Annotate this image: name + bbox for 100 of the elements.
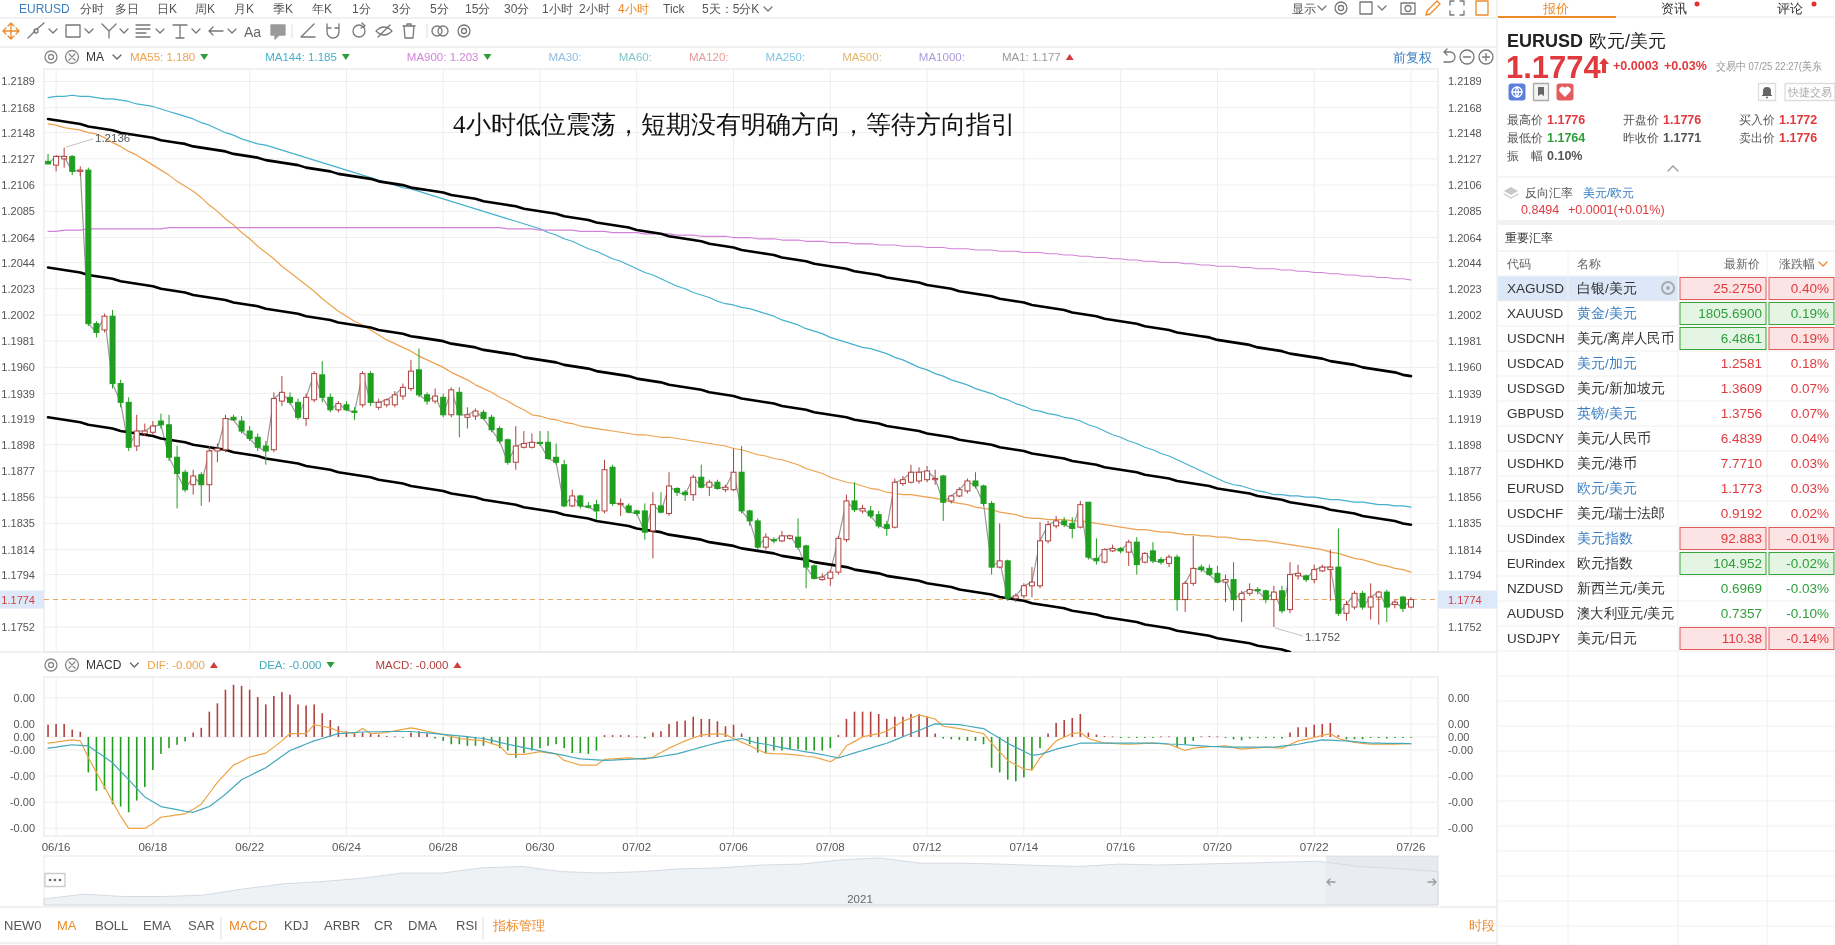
text: 反向汇率	[1525, 186, 1573, 200]
candlestick	[1125, 539, 1132, 567]
text: 1.1773	[1720, 481, 1762, 496]
text: 1.1764	[1547, 131, 1586, 145]
y-tick-label: -0.00	[9, 822, 35, 835]
candlestick	[1157, 556, 1164, 566]
y-tick-label: 1.2168	[1, 101, 35, 114]
candlestick	[69, 154, 76, 176]
legend-title: MA	[86, 50, 104, 64]
text: USDCNH	[1507, 331, 1565, 346]
text: MACD	[229, 918, 268, 933]
candlestick	[770, 536, 777, 544]
text: AUDUSD	[1507, 606, 1565, 621]
text: +0.03%	[1664, 59, 1707, 73]
candlestick	[1028, 566, 1035, 598]
text: 0.6969	[1720, 581, 1762, 596]
text: +0.0001(+0.01%)	[1568, 203, 1665, 217]
x-tick-label: 06/30	[525, 841, 555, 853]
text: 欧元/美元	[1577, 481, 1637, 496]
text: 评论	[1777, 1, 1803, 16]
text: USDindex	[1507, 531, 1568, 546]
text: EURUSD	[1507, 481, 1565, 496]
y2-tick-label: 1.1835	[1448, 517, 1482, 530]
candlestick	[303, 393, 310, 427]
text: 1.1776	[1547, 113, 1586, 127]
text: USDJPY	[1507, 631, 1561, 646]
text: USDCNY	[1507, 431, 1565, 446]
candlestick	[996, 522, 1003, 569]
candlestick	[286, 391, 293, 406]
y2-tick-label: 1.1794	[1448, 568, 1482, 581]
text: EURUSD	[1507, 31, 1584, 51]
text: 5天：5分K	[702, 2, 760, 16]
y-tick-label: 0.00	[13, 717, 35, 730]
candlestick	[1327, 549, 1334, 602]
candlestick	[1093, 537, 1100, 566]
x-tick-label: 06/28	[428, 841, 458, 853]
candlestick	[1149, 541, 1156, 564]
y-tick-label: 1.1794	[1, 568, 35, 581]
text: 0.07%	[1790, 406, 1829, 421]
y-tick-label: -0.00	[9, 770, 35, 783]
y-tick-label: 1.1960	[1, 361, 35, 374]
legend-label: MA60:	[618, 51, 652, 63]
candlestick	[1295, 564, 1302, 581]
y-tick-label: 1.1877	[1, 464, 35, 477]
x-tick-label: 06/18	[138, 841, 168, 853]
candlestick	[174, 445, 181, 509]
y-tick-label: 1.1898	[1, 438, 35, 451]
candlestick	[504, 438, 511, 466]
y-tick-label: 1.1752	[1, 621, 35, 634]
candlestick	[182, 469, 189, 493]
text: MA	[57, 918, 77, 933]
candlestick	[157, 413, 164, 430]
y-tick-label: 1.2085	[1, 205, 35, 218]
text: 欧元/美元	[1589, 31, 1667, 51]
x-tick-label: 07/16	[1106, 841, 1136, 853]
x-tick-label: 07/26	[1396, 841, 1426, 853]
text: 0.07%	[1790, 381, 1829, 396]
text: 代码	[1506, 257, 1531, 271]
text: USDCAD	[1507, 356, 1565, 371]
text: DEA: -0.000	[258, 659, 322, 671]
x-tick-label: 06/16	[41, 841, 71, 853]
y2-tick-label: 0.00	[1448, 691, 1470, 704]
text: 3分	[392, 2, 411, 16]
candlestick	[45, 153, 52, 165]
y2-tick-label: 1.2064	[1448, 231, 1482, 244]
y2-tick-label: 0.00	[1448, 730, 1470, 743]
x-tick-label: 07/02	[622, 841, 652, 853]
text: 周K	[195, 2, 216, 16]
y-tick-label: 1.2064	[1, 231, 35, 244]
text: 0.04%	[1790, 431, 1829, 446]
legend-label: MA120:	[688, 51, 729, 63]
candlestick	[198, 471, 205, 507]
text: GBPUSD	[1507, 406, 1565, 421]
candlestick	[1278, 585, 1285, 614]
y2-tick-label: 1.1981	[1448, 335, 1482, 348]
text: -0.03%	[1786, 581, 1829, 596]
y-tick-label: 1.2106	[1, 179, 35, 192]
y-tick-label: 1.1856	[1, 491, 35, 504]
y2-tick-label: 1.2168	[1448, 101, 1482, 114]
y-tick-label: 1.2148	[1, 126, 35, 139]
candlestick	[1133, 536, 1140, 576]
text: MA55: 1.180	[130, 51, 196, 63]
legend-title: MACD	[86, 658, 122, 672]
x-tick-label: 07/12	[912, 841, 942, 853]
candlestick	[1222, 574, 1229, 603]
text: EURUSD	[19, 2, 71, 16]
y2-tick-label: 1.2023	[1448, 282, 1482, 295]
text: NEW0	[4, 918, 42, 933]
candlestick	[1045, 520, 1052, 544]
candlestick	[1383, 589, 1390, 623]
legend-label: MA1000:	[918, 51, 965, 63]
candlestick	[295, 398, 302, 421]
y2-tick-label: 1.2044	[1448, 256, 1482, 269]
text: 黄金/美元	[1577, 306, 1637, 321]
candlestick	[1182, 580, 1189, 613]
text: RSI	[456, 918, 478, 933]
candlestick	[1190, 535, 1197, 587]
y2-tick-label: 1.1960	[1448, 361, 1482, 374]
text: ARBR	[324, 918, 361, 933]
text: 最新价	[1724, 257, 1760, 271]
